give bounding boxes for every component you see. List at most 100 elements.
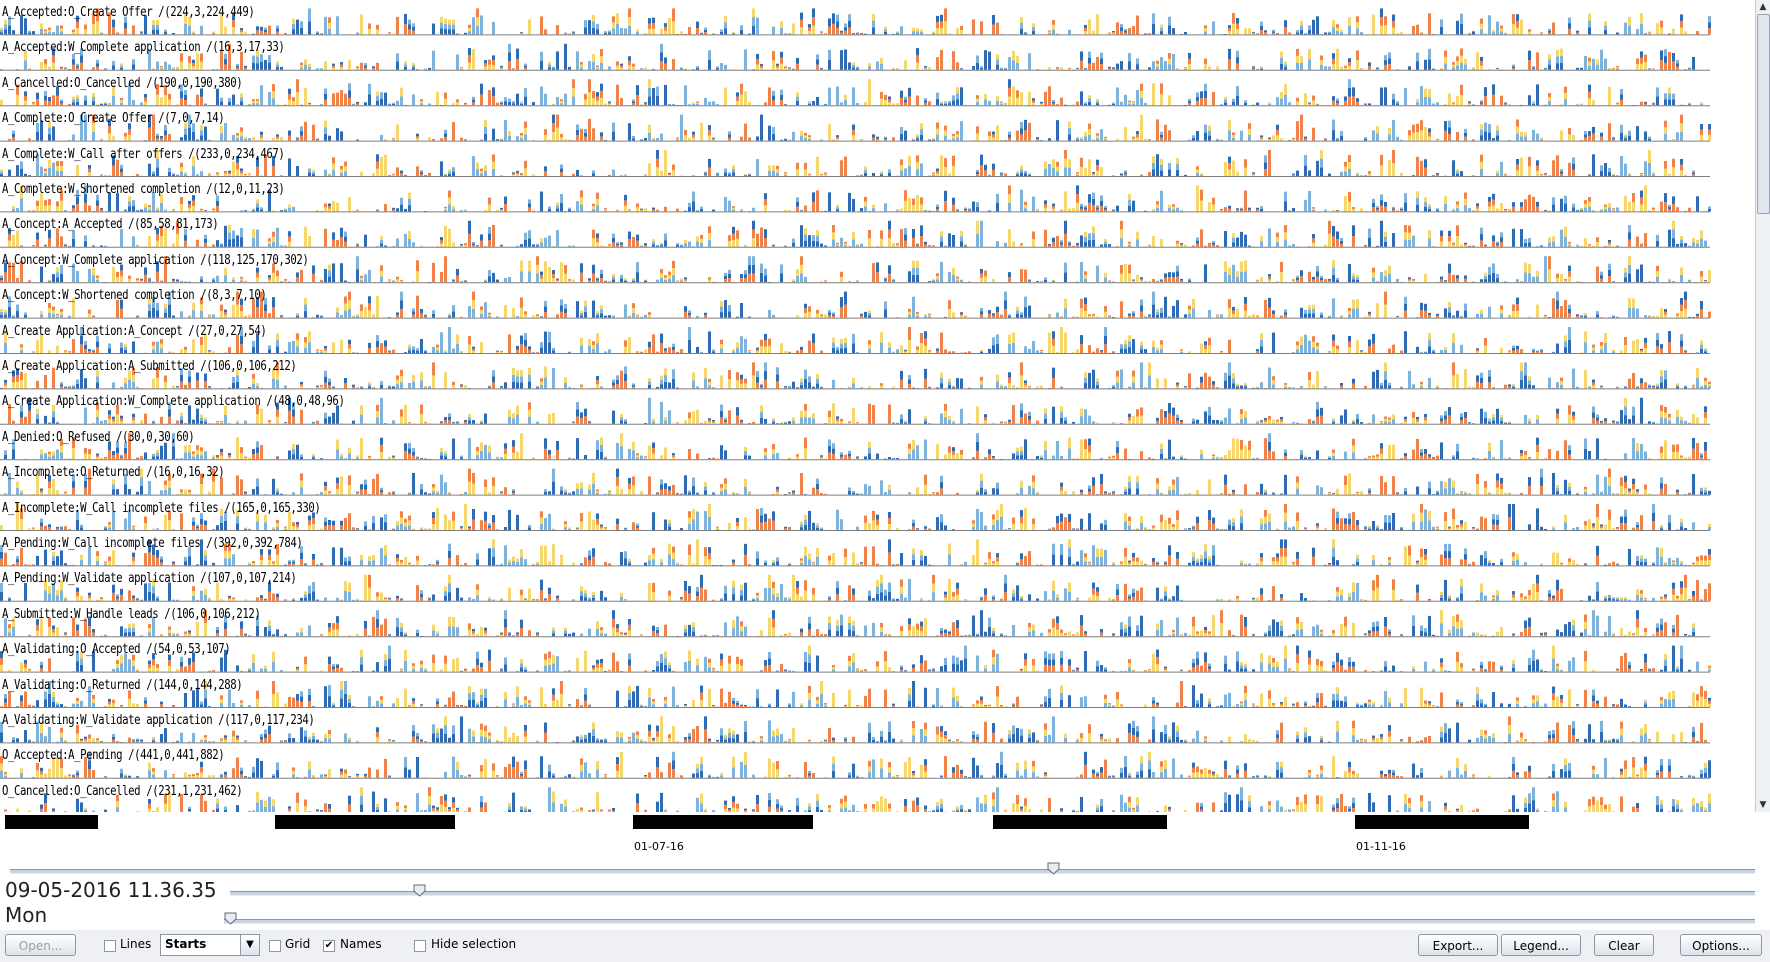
bar-segment [1232,242,1235,247]
bar-segment [1232,314,1235,318]
bar-segment [1152,210,1155,212]
bar-segment [476,8,479,18]
bar-segment [1064,167,1067,176]
bar-segment [840,271,843,278]
bar-segment [1148,246,1151,247]
bar-segment [260,54,263,62]
bar-segment [104,104,107,106]
bar-segment [172,278,175,281]
bar-segment [1480,135,1483,141]
bar-segment [272,297,275,308]
bar-segment [1076,185,1079,195]
bar-segment [1392,206,1395,209]
bar-segment [448,19,451,25]
bar-segment [92,67,95,70]
bar-segment [1004,242,1007,247]
bar-segment [488,240,491,247]
bar-segment [1284,84,1287,95]
bar-segment [1284,201,1287,212]
bar-segment [1512,310,1515,318]
bar-segment [1376,68,1379,70]
bar-segment [816,235,819,242]
bar-segment [1308,246,1311,247]
bar-segment [24,315,27,318]
bar-segment [1324,210,1327,212]
bar-segment [1492,138,1495,141]
bar-segment [540,86,543,106]
bar-segment [292,97,295,102]
bar-segment [44,205,47,212]
bar-segment [28,30,31,33]
bar-segment [1304,33,1307,34]
bar-segment [1512,64,1515,67]
bar-segment [1288,210,1291,211]
bar-segment [1616,67,1619,69]
bar-segment [448,169,451,172]
bar-segment [344,231,347,237]
bar-segment [740,208,743,211]
bar-segment [1164,61,1167,70]
bar-segment [700,206,703,210]
bar-segment [472,99,475,103]
bar-segment [1188,278,1191,281]
bar-segment [48,97,51,102]
bar-segment [144,94,147,98]
activity-plot[interactable] [0,0,1755,812]
bar-segment [1660,308,1663,318]
bar-segment [1536,160,1539,166]
bar-segment [1332,298,1335,318]
bar-segment [1052,24,1055,30]
bar-segment [1548,64,1551,70]
bar-segment [652,137,655,140]
bar-segment [1172,209,1175,212]
bar-segment [496,209,499,212]
bar-segment [48,199,51,206]
bar-segment [744,49,747,70]
bar-segment [300,104,303,106]
bar-segment [224,268,227,276]
bar-segment [1540,137,1543,140]
bar-segment [676,281,679,283]
bar-segment [416,68,419,70]
bar-segment [1092,62,1095,70]
bar-segment [240,304,243,312]
bar-segment [1704,280,1707,282]
bar-segment [816,64,819,70]
bar-segment [28,280,31,283]
bar-segment [20,168,23,176]
bar-segment [808,102,811,104]
bar-segment [1244,303,1247,311]
bar-segment [868,79,871,106]
bar-segment [1548,175,1551,176]
bar-segment [336,16,339,35]
bar-segment [920,163,923,176]
bar-segment [1172,204,1175,207]
bar-segment [4,29,7,35]
bar-segment [832,312,835,315]
bar-segment [984,276,987,283]
bar-segment [916,31,919,35]
bar-segment [256,26,259,31]
bar-segment [760,227,763,247]
bar-segment [936,128,939,135]
bar-segment [740,94,743,106]
bar-segment [588,20,591,35]
bar-segment [1488,274,1491,283]
bar-segment [420,308,423,314]
bar-segment [392,138,395,140]
bar-segment [672,260,675,269]
bar-segment [120,276,123,283]
bar-segment [376,168,379,176]
bar-segment [684,210,687,212]
bar-segment [368,269,371,283]
bar-segment [1296,121,1299,141]
bar-segment [1056,120,1059,141]
bar-segment [992,313,995,316]
bar-segment [280,316,283,318]
bar-segment [1048,316,1051,318]
bar-segment [1156,311,1159,315]
bar-segment [916,311,919,314]
bar-segment [656,209,659,212]
bar-segment [16,165,19,176]
bar-segment [1040,102,1043,105]
